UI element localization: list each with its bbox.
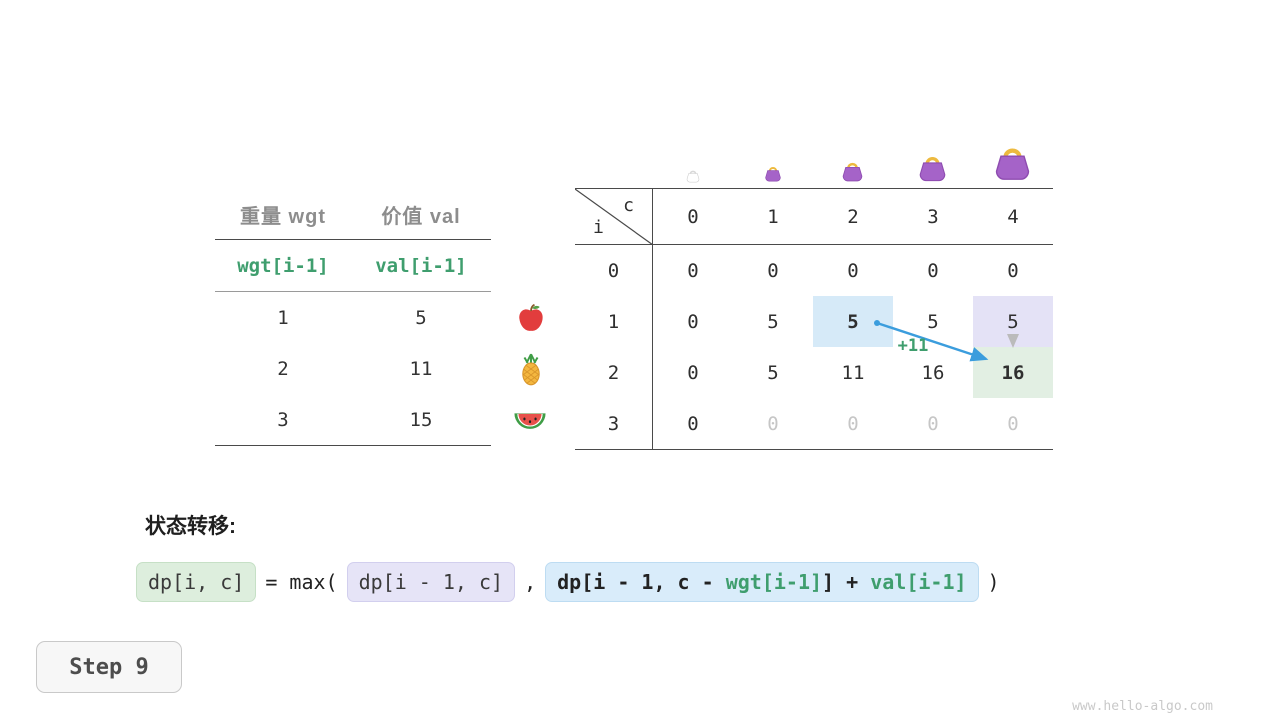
dp-col-header: 3	[893, 189, 973, 245]
watermelon-icon	[514, 413, 546, 429]
dp-cell: 5	[927, 310, 939, 333]
dp-cell-pending: 0	[1007, 412, 1019, 435]
dp-cell-pending: 0	[927, 412, 939, 435]
dp-cell: 0	[927, 259, 939, 282]
value-column-header: 价值 val	[381, 206, 461, 228]
dp-corner-cell: c i	[575, 189, 653, 245]
state-transition-formula: dp[i, c] = max( dp[i - 1, c] , dp[i - 1,…	[136, 562, 1009, 602]
dp-take-chip: dp[i - 1, c - wgt[i-1]] + val[i-1]	[545, 562, 979, 602]
dp-cell: 0	[767, 259, 779, 282]
close-paren: )	[987, 570, 1000, 594]
dp-cell-current-result: 16	[973, 347, 1053, 398]
take-expr-part2: ] +	[822, 570, 871, 594]
dp-cell: 11	[841, 361, 865, 384]
item-value: 11	[409, 357, 433, 380]
bag-icon-capacity-0	[686, 170, 700, 183]
items-table-row: 3 15	[215, 394, 491, 445]
weight-column-header: 重量 wgt	[240, 206, 326, 228]
item-var-label: i	[593, 217, 604, 238]
step-indicator: Step 9	[36, 641, 182, 693]
apple-icon	[519, 303, 543, 331]
watermark: www.hello-algo.com	[1072, 699, 1213, 714]
dp-col-header: 4	[973, 189, 1053, 245]
dp-cell: 0	[687, 259, 699, 282]
dp-cell: 0	[687, 310, 699, 333]
dp-cell-source-skip: 5	[973, 296, 1053, 347]
dp-col-header: 0	[653, 189, 733, 245]
bag-icon-capacity-3	[919, 157, 946, 182]
dp-col-header: 1	[733, 189, 813, 245]
dp-cell-pending: 0	[847, 412, 859, 435]
dp-cell: 0	[687, 412, 699, 435]
take-expr-part1: dp[i - 1, c -	[557, 570, 726, 594]
state-transition-heading: 状态转移:	[145, 515, 236, 538]
value-expr-label: val[i-1]	[375, 254, 467, 277]
pineapple-icon	[522, 353, 540, 386]
dp-row-header: 2	[575, 347, 653, 398]
item-weight: 2	[277, 357, 289, 380]
item-weight: 1	[277, 306, 289, 329]
bag-icon-capacity-4	[995, 148, 1030, 180]
item-value: 15	[409, 408, 433, 431]
dp-cell: 5	[767, 361, 779, 384]
dp-skip-chip: dp[i - 1, c]	[346, 562, 516, 602]
capacity-var-label: c	[623, 195, 634, 216]
items-table-row: 2 11	[215, 343, 491, 394]
items-table-row: 1 5	[215, 292, 491, 343]
diagonal-divider	[575, 189, 653, 245]
dp-cell: 16	[921, 361, 945, 384]
dp-table: c i 0 1 2 3 4 0 0 0 0 0 0 1 0 5 5 5 5 2 …	[575, 188, 1053, 450]
dp-current-chip: dp[i, c]	[136, 562, 257, 602]
dp-cell: 0	[847, 259, 859, 282]
dp-col-header: 2	[813, 189, 893, 245]
dp-cell-pending: 0	[767, 412, 779, 435]
dp-row-header: 0	[575, 245, 653, 296]
dp-cell: 0	[1007, 259, 1019, 282]
dp-cell: 5	[767, 310, 779, 333]
weight-expr-label: wgt[i-1]	[237, 254, 329, 277]
comma-separator: ,	[524, 570, 537, 594]
dp-row-header: 1	[575, 296, 653, 347]
items-table: 重量 wgt 价值 val wgt[i-1] val[i-1] 1 5 2 11…	[215, 190, 491, 446]
items-table-subheader-row: wgt[i-1] val[i-1]	[215, 240, 491, 292]
dp-cell: 0	[687, 361, 699, 384]
bag-icon-capacity-2	[842, 162, 863, 182]
take-expr-wgt: wgt[i-1]	[725, 570, 823, 594]
item-value: 5	[415, 306, 427, 329]
item-weight: 3	[277, 408, 289, 431]
bag-icon-capacity-1	[765, 167, 781, 182]
dp-row-header: 3	[575, 398, 653, 449]
items-table-header-row: 重量 wgt 价值 val	[215, 190, 491, 240]
take-expr-val: val[i-1]	[870, 570, 967, 594]
plus-value-annotation: +11	[897, 336, 929, 356]
max-operator: = max(	[265, 570, 338, 594]
dp-cell-source-take: 5	[813, 296, 893, 347]
